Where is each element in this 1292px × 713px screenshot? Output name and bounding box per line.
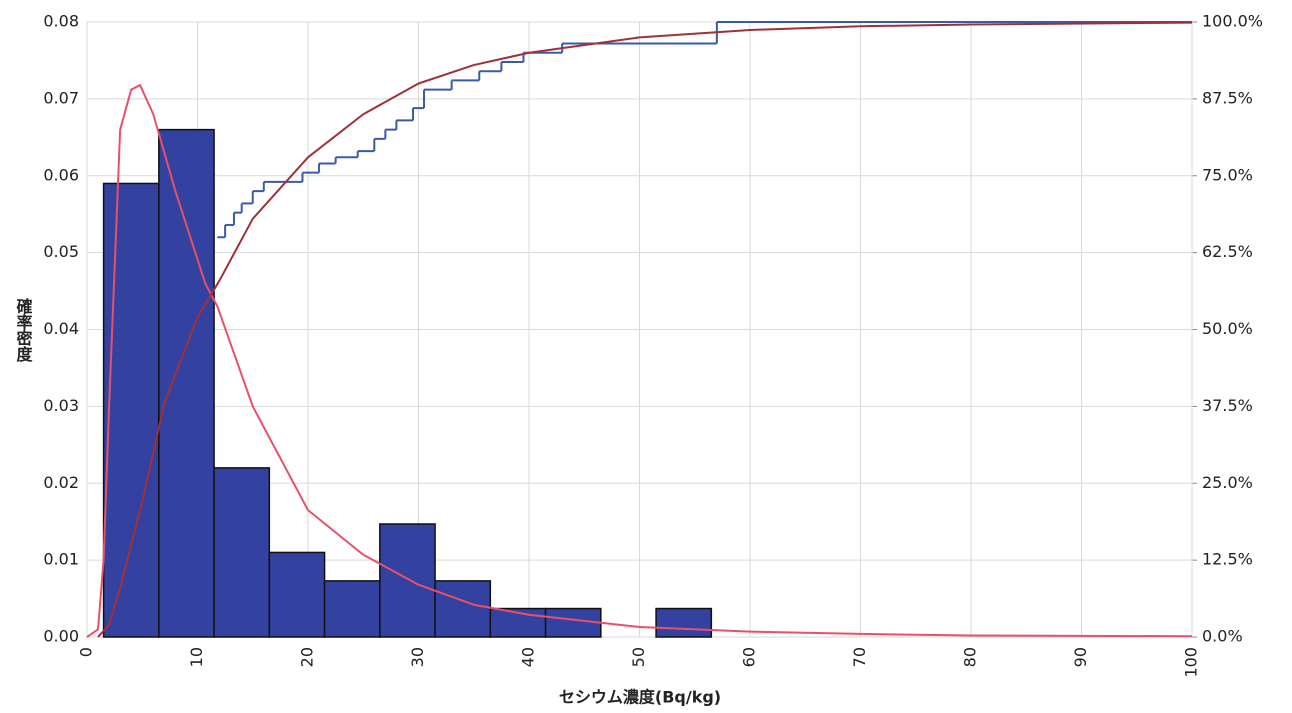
x-tick-label: 30 (408, 647, 427, 667)
y2-tick-label: 50.0% (1202, 319, 1253, 338)
x-tick-label: 60 (740, 647, 759, 667)
y2-tick-label: 25.0% (1202, 473, 1253, 492)
y2-tick-label: 87.5% (1202, 88, 1253, 107)
bar (434, 580, 492, 638)
y-tick-label: 0.02 (43, 473, 79, 492)
curve (86, 84, 1193, 638)
y-tick-label: 0.04 (43, 319, 79, 338)
x-tick-label: 0 (77, 647, 96, 657)
bar (102, 182, 160, 638)
y2-tick-label: 0.0% (1202, 627, 1243, 646)
curve (97, 21, 1193, 638)
x-tick-label: 40 (519, 647, 538, 667)
y-tick-label: 0.08 (43, 12, 79, 31)
x-tick-label: 90 (1071, 647, 1090, 667)
y2-tick-label: 62.5% (1202, 242, 1253, 261)
bar (213, 467, 271, 638)
y-axis-label: 確率密度 (14, 297, 34, 363)
y2-tick-label: 37.5% (1202, 396, 1253, 415)
x-tick-label: 20 (298, 647, 317, 667)
y-tick-label: 0.06 (43, 165, 79, 184)
bar (655, 607, 713, 638)
y-tick-label: 0.01 (43, 550, 79, 569)
x-tick-label: 50 (629, 647, 648, 667)
bar (379, 523, 436, 638)
bar (268, 551, 326, 638)
y-tick-label: 0.05 (43, 242, 79, 261)
y-tick-label: 0.00 (43, 627, 79, 646)
x-axis-label: セシウム濃度(Bq/kg) (559, 688, 721, 707)
bar (158, 128, 215, 638)
bar (323, 580, 381, 638)
y-tick-label: 0.03 (43, 396, 79, 415)
x-tick-label: 70 (850, 647, 869, 667)
y2-tick-label: 75.0% (1202, 165, 1253, 184)
y-tick-label: 0.07 (43, 88, 79, 107)
y2-tick-label: 100.0% (1202, 12, 1263, 31)
x-tick-label: 10 (187, 647, 206, 667)
y2-tick-label: 12.5% (1202, 550, 1253, 569)
x-tick-label: 80 (961, 647, 980, 667)
x-tick-label: 100 (1182, 647, 1201, 678)
